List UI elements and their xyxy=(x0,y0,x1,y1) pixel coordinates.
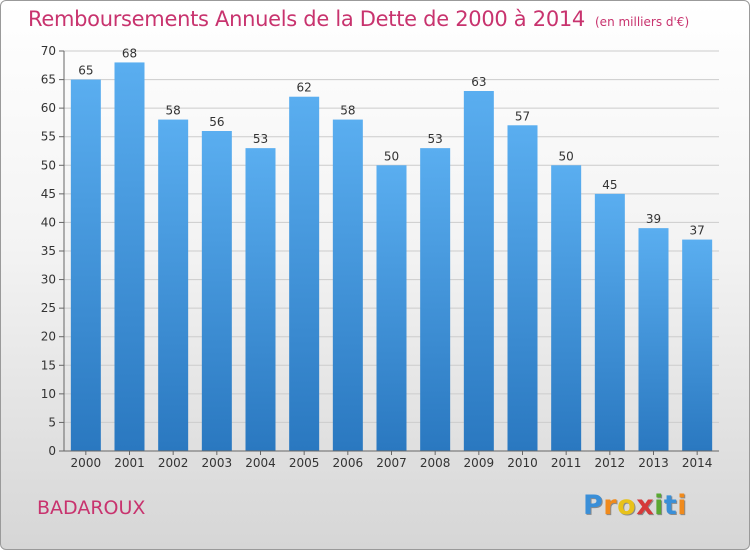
y-tick-label: 35 xyxy=(41,244,56,258)
y-tick-label: 45 xyxy=(41,187,56,201)
bar xyxy=(70,79,101,452)
bar xyxy=(158,119,189,452)
x-tick-label: 2009 xyxy=(464,456,495,470)
logo-letter: i xyxy=(654,490,664,521)
data-label: 37 xyxy=(690,224,705,238)
x-tick-label: 2013 xyxy=(638,456,669,470)
x-tick-label: 2003 xyxy=(202,456,233,470)
data-label: 58 xyxy=(166,104,181,118)
logo-letter: x xyxy=(636,490,655,521)
data-label: 57 xyxy=(515,109,530,123)
y-tick-label: 55 xyxy=(41,130,56,144)
y-tick-label: 30 xyxy=(41,273,56,287)
bar xyxy=(289,96,320,451)
x-tick-label: 2007 xyxy=(376,456,407,470)
commune-name: BADAROUX xyxy=(37,497,146,519)
bar xyxy=(463,91,494,451)
y-tick-label: 20 xyxy=(41,330,56,344)
chart-subtitle: (en milliers d'€) xyxy=(595,15,690,29)
x-tick-label: 2001 xyxy=(114,456,145,470)
data-label: 39 xyxy=(646,212,661,226)
x-tick-label: 2004 xyxy=(245,456,276,470)
axes xyxy=(59,50,719,455)
x-tick-label: 2000 xyxy=(71,456,102,470)
proxiti-logo: Proxiti xyxy=(583,490,687,521)
data-label: 50 xyxy=(559,149,574,163)
x-tick-label: 2012 xyxy=(595,456,626,470)
bar xyxy=(114,62,145,452)
data-label: 56 xyxy=(209,115,224,129)
bar xyxy=(594,193,625,451)
y-tick-label: 65 xyxy=(41,73,56,87)
bar xyxy=(638,228,669,451)
data-label: 53 xyxy=(428,132,443,146)
y-tick-label: 15 xyxy=(41,358,56,372)
bar xyxy=(376,165,407,452)
x-tick-label: 2005 xyxy=(289,456,320,470)
logo-letter: i xyxy=(677,490,688,521)
bar xyxy=(551,165,582,452)
x-tick-labels: 2000 2001 2002 2003 2004 2005 2006 2007 2008 2009… xyxy=(71,456,713,470)
x-tick-label: 2011 xyxy=(551,456,582,470)
y-tick-label: 60 xyxy=(41,101,56,115)
y-tick-label: 40 xyxy=(41,215,56,229)
logo-letter: o xyxy=(617,490,637,521)
y-tick-labels: 0 5 10 15 20 25 30 35 40 45 50 55 60 65 70 xyxy=(41,44,56,458)
bars xyxy=(70,62,713,452)
logo-letter: P xyxy=(583,490,604,521)
bar xyxy=(682,239,713,451)
data-label: 68 xyxy=(122,46,137,60)
bar xyxy=(201,131,232,451)
x-tick-label: 2014 xyxy=(682,456,713,470)
chart-title: Remboursements Annuels de la Dette de 20… xyxy=(28,7,689,31)
data-labels: 65 68 58 56 53 62 58 50 53 63 57 50 45 39 37 xyxy=(78,46,705,237)
data-label: 53 xyxy=(253,132,268,146)
x-tick-label: 2006 xyxy=(333,456,364,470)
data-label: 62 xyxy=(297,81,312,95)
x-tick-label: 2010 xyxy=(507,456,538,470)
y-tick-label: 5 xyxy=(48,415,56,429)
title-text: Remboursements Annuels de la Dette de 20… xyxy=(28,7,585,31)
data-label: 63 xyxy=(471,75,486,89)
data-label: 65 xyxy=(78,64,93,78)
y-tick-label: 70 xyxy=(41,44,56,58)
y-tick-label: 50 xyxy=(41,158,56,172)
data-label: 58 xyxy=(340,104,355,118)
bar xyxy=(507,125,538,452)
x-tick-label: 2002 xyxy=(158,456,189,470)
bar xyxy=(332,119,363,452)
logo-letter: t xyxy=(663,490,678,521)
y-tick-label: 0 xyxy=(48,444,56,458)
y-tick-label: 10 xyxy=(41,387,56,401)
bar xyxy=(245,148,276,451)
data-label: 50 xyxy=(384,149,399,163)
logo-letter: r xyxy=(603,490,618,521)
data-label: 45 xyxy=(602,178,617,192)
x-tick-label: 2008 xyxy=(420,456,451,470)
bar xyxy=(420,148,451,451)
y-tick-label: 25 xyxy=(41,301,56,315)
